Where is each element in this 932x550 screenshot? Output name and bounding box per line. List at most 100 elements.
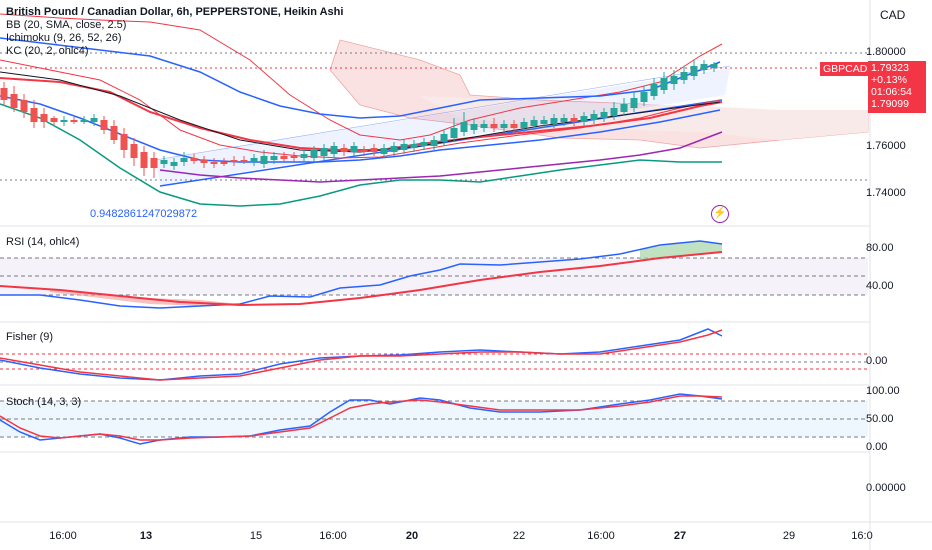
- candle-body: [540, 120, 548, 124]
- candle-body: [600, 112, 608, 118]
- flash-icon[interactable]: ⚡: [711, 205, 729, 223]
- candle-body: [470, 124, 478, 130]
- ichimoku-baseline: [0, 71, 721, 153]
- time-tick: 20: [405, 530, 419, 542]
- time-tick: 16:00: [587, 530, 615, 542]
- stoch-label[interactable]: Stoch (14, 3, 3): [6, 396, 82, 408]
- candle-body: [120, 134, 128, 150]
- fisher-tick: 0.00: [866, 355, 888, 367]
- indicator-ichimoku[interactable]: Ichimoku (9, 26, 52, 26): [6, 32, 122, 44]
- candle-body: [350, 146, 358, 152]
- candle-body: [520, 122, 528, 128]
- candle-body: [560, 118, 568, 122]
- stoch-tick: 50.00: [866, 413, 894, 425]
- candle-body: [440, 134, 448, 142]
- current-price: 1.79323: [871, 62, 909, 74]
- candle-body: [310, 150, 318, 158]
- candle-body: [570, 118, 578, 122]
- candle-body: [260, 156, 268, 164]
- candle-body: [50, 118, 58, 122]
- stoch-tick: 100.00: [866, 385, 900, 397]
- fib-annotation: 0.9482861247029872: [90, 208, 198, 220]
- time-tick: 16:0: [851, 530, 873, 542]
- bb-basis: [0, 77, 723, 151]
- candle-body: [670, 76, 678, 84]
- rsi-tick: 40.00: [866, 280, 894, 292]
- candle-body: [370, 148, 378, 152]
- candle-body: [80, 120, 88, 122]
- time-tick: 22: [512, 530, 526, 542]
- candle-body: [110, 126, 118, 140]
- candle-body: [410, 144, 418, 148]
- candle-body: [710, 64, 718, 68]
- candle-body: [180, 158, 188, 162]
- current-price-tag: 1.79323 +0.13% 01:06:54 1.79099: [868, 61, 926, 113]
- candle-body: [380, 148, 388, 154]
- rsi-label[interactable]: RSI (14, ohlc4): [6, 236, 80, 248]
- price-tick: 1.80000: [866, 46, 906, 58]
- stoch-tick: 0.00: [866, 441, 888, 453]
- empty-pane-tick: 0.00000: [866, 482, 906, 494]
- price-tick: 1.74000: [866, 187, 906, 199]
- candle-body: [550, 118, 558, 124]
- candle-body: [320, 148, 328, 156]
- candle-body: [480, 124, 488, 128]
- candle-body: [650, 84, 658, 96]
- candle-body: [530, 120, 538, 126]
- candle-body: [690, 66, 698, 76]
- candle-body: [620, 104, 628, 112]
- candle-body: [420, 142, 428, 146]
- time-tick: 27: [673, 530, 687, 542]
- candle-body: [430, 140, 438, 146]
- currency-label[interactable]: CAD: [880, 8, 906, 22]
- time-tick: 16:00: [319, 530, 347, 542]
- time-tick: 15: [249, 530, 263, 542]
- candle-body: [10, 94, 18, 108]
- price-change: +0.13%: [871, 74, 907, 86]
- bb-upper: [0, 13, 723, 141]
- candle-body: [390, 146, 398, 152]
- candle-body: [340, 148, 348, 152]
- candle-body: [130, 144, 138, 158]
- candle-body: [580, 116, 588, 122]
- candle-body: [510, 124, 518, 128]
- price-tick: 1.76000: [866, 140, 906, 152]
- candle-body: [590, 114, 598, 120]
- candle-body: [250, 158, 258, 162]
- bar-countdown: 01:06:54: [871, 86, 912, 98]
- candle-body: [170, 162, 178, 166]
- candle-body: [290, 156, 298, 158]
- candle-body: [140, 152, 148, 168]
- candle-body: [230, 160, 238, 162]
- kc-upper: [0, 37, 721, 119]
- indicator-bb[interactable]: BB (20, SMA, close, 2.5): [6, 19, 127, 31]
- candle-body: [190, 158, 198, 161]
- candle-body: [490, 124, 498, 128]
- fisher-label[interactable]: Fisher (9): [6, 331, 54, 343]
- candle-body: [660, 78, 668, 90]
- candle-body: [330, 146, 338, 154]
- candle-body: [60, 120, 68, 122]
- time-tick: 13: [139, 530, 153, 542]
- time-tick: 16:00: [49, 530, 77, 542]
- rsi-line: [0, 240, 723, 309]
- candle-body: [500, 124, 508, 128]
- candle-body: [200, 160, 208, 163]
- candle-body: [640, 92, 648, 102]
- candle-body: [90, 118, 98, 122]
- candle-body: [30, 108, 38, 122]
- rsi-overbought-fill: [640, 241, 722, 260]
- candles-group: [0, 60, 718, 178]
- indicator-kc[interactable]: KC (20, 2, ohlc4): [6, 45, 89, 57]
- candle-body: [270, 156, 278, 160]
- symbol-title[interactable]: British Pound / Canadian Dollar, 6h, PEP…: [6, 6, 344, 18]
- rsi-tick: 80.00: [866, 242, 894, 254]
- kc-lower-teal: [0, 103, 722, 207]
- candle-body: [150, 158, 158, 168]
- candle-body: [0, 88, 8, 100]
- second-price: 1.79099: [871, 98, 909, 110]
- candle-body: [220, 162, 228, 164]
- candle-body: [400, 144, 408, 150]
- candle-body: [630, 98, 638, 108]
